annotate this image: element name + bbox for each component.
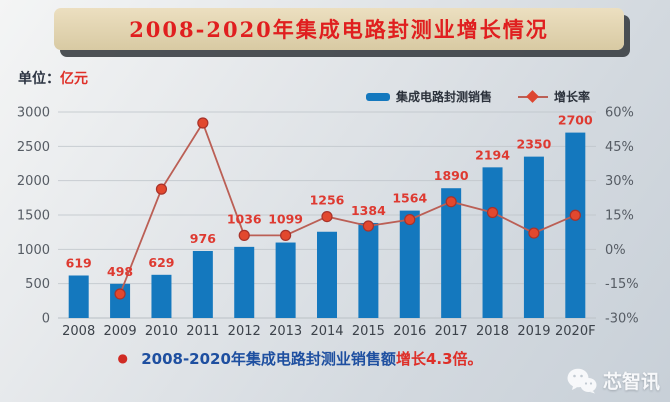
bar-value-label: 976 (190, 231, 216, 246)
bar-value-label: 1564 (392, 191, 427, 206)
growth-marker (362, 220, 374, 232)
growth-marker (197, 117, 209, 129)
bar-value-label: 498 (107, 264, 133, 279)
growth-marker (404, 213, 416, 226)
left-axis-tick: 1500 (17, 209, 50, 224)
bar-value-label: 1036 (227, 211, 262, 226)
caption: ● 2008-2020年集成电路封测业销售额增长4.3倍。 (0, 348, 600, 369)
bar-series-swatch-icon (366, 92, 390, 101)
right-axis-tick: 30% (605, 174, 634, 189)
watermark: 芯智讯 (567, 367, 660, 394)
bar-value-label: 1099 (268, 211, 303, 226)
bar (192, 250, 213, 318)
x-axis-label: 2010 (145, 324, 178, 339)
x-axis-label: 2011 (186, 324, 219, 339)
bar (399, 210, 420, 318)
wechat-icon (567, 368, 597, 393)
bar (358, 222, 379, 318)
x-axis-label: 2018 (476, 324, 509, 339)
unit-prefix: 单位： (18, 71, 60, 87)
right-axis-tick: 15% (605, 209, 634, 224)
left-axis-tick: 500 (25, 277, 50, 292)
bar-value-label: 629 (148, 255, 174, 270)
left-axis-tick: 3000 (17, 106, 50, 121)
x-axis-label: 2017 (435, 324, 468, 339)
left-axis-tick: 2000 (17, 174, 50, 189)
x-axis-label: 2019 (517, 324, 550, 339)
growth-marker (155, 183, 168, 195)
x-axis-label: 2013 (269, 324, 302, 339)
x-axis-label: 2012 (228, 324, 261, 339)
growth-marker (280, 229, 292, 241)
left-axis-tick: 2500 (17, 140, 50, 155)
bar-value-label: 1890 (434, 168, 469, 183)
bar-value-label: 2700 (558, 113, 593, 128)
growth-marker (238, 229, 250, 241)
bar (565, 132, 586, 318)
bar (275, 242, 296, 318)
legend-item-sales: 集成电路封测销售 (366, 88, 492, 105)
growth-line (119, 120, 576, 295)
x-axis-label: 2009 (104, 324, 137, 339)
x-axis-label: 2008 (62, 324, 95, 339)
growth-marker (114, 288, 126, 300)
legend-label-sales: 集成电路封测销售 (396, 90, 493, 104)
bullet-icon: ● (117, 351, 128, 365)
growth-marker (528, 227, 540, 239)
x-axis-label: 2014 (310, 324, 343, 339)
bar-value-label: 1256 (310, 193, 345, 208)
growth-marker (321, 211, 333, 223)
unit-value: 亿元 (60, 71, 88, 87)
bar-value-label: 619 (66, 255, 92, 270)
x-axis-label: 2016 (393, 324, 426, 339)
bar-value-label: 2194 (475, 147, 510, 162)
left-axis-tick: 1000 (17, 243, 50, 258)
title-banner: 2008-2020年集成电路封测业增长情况 (54, 8, 624, 50)
watermark-text: 芯智讯 (602, 371, 660, 393)
unit-label: 单位：亿元 (18, 68, 88, 88)
right-axis-tick: 45% (605, 140, 634, 155)
legend-item-growth: 增长率 (518, 88, 590, 105)
bar-value-label: 1384 (351, 203, 386, 218)
chart-legend: 集成电路封测销售 增长率 (366, 88, 590, 105)
caption-red-text: 增长4.3倍。 (395, 350, 483, 368)
caption-blue-text: 2008-2020年集成电路封测业销售额 (141, 350, 396, 368)
bar (151, 274, 172, 318)
growth-marker (486, 206, 499, 219)
bar (482, 167, 503, 318)
right-axis-tick: -15% (605, 277, 639, 292)
legend-label-growth: 增长率 (554, 90, 591, 104)
bar (68, 275, 89, 318)
growth-marker (445, 196, 457, 208)
right-axis-tick: 0% (605, 243, 626, 258)
chart-title: 2008-2020年集成电路封测业增长情况 (129, 17, 549, 42)
x-axis-label: 2015 (352, 324, 385, 339)
bar (317, 231, 337, 318)
right-axis-tick: -30% (605, 312, 639, 327)
growth-marker (569, 209, 581, 221)
line-series-swatch-icon (518, 89, 549, 103)
left-axis-tick: 0 (42, 312, 50, 327)
bar (441, 188, 462, 318)
x-axis-label: 2020F (555, 324, 596, 339)
bar (234, 246, 255, 318)
bar-value-label: 2350 (517, 137, 552, 152)
right-axis-tick: 60% (605, 106, 634, 121)
